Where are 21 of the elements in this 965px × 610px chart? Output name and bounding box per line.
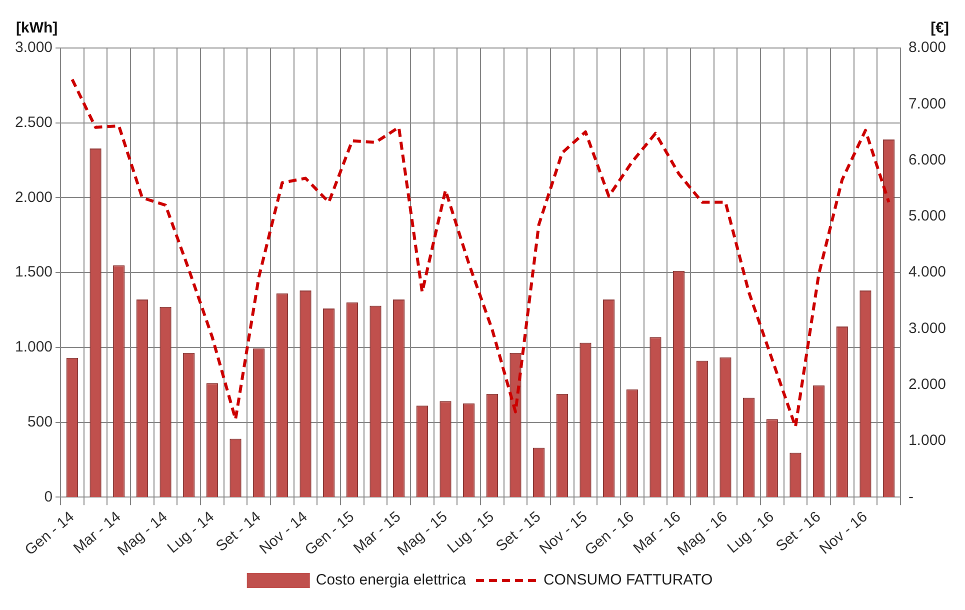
y2-tick-label: 4.000	[908, 264, 946, 281]
y2-tick-label: 1.000	[908, 432, 946, 450]
y2-axis-title: [€]	[930, 20, 949, 37]
y-tick-label: 2.500	[14, 114, 53, 131]
line-series	[70, 78, 890, 428]
legend-label: CONSUMO FATTURATO	[543, 572, 713, 589]
y-tick-label: 3.000	[14, 39, 53, 56]
y2-tick-label: 8.000	[908, 39, 946, 56]
y-axis-title: [kWh]	[16, 20, 58, 37]
legend-label: Costo energia elettrica	[316, 572, 467, 589]
y2-tick-label: 3.000	[908, 320, 946, 337]
y-tick-label: 500	[28, 413, 53, 430]
y2-tick-label: 2.000	[908, 376, 946, 394]
y-tick-label: 1.000	[14, 338, 53, 356]
y2-tick-label: 5.000	[908, 208, 946, 225]
y2-tick-label: 7.000	[908, 95, 946, 112]
y2-tick-label: 6.000	[908, 151, 946, 168]
y-tick-label: 2.000	[14, 188, 53, 206]
y2-tick-label: -	[908, 488, 914, 506]
y-tick-label: 1.500	[14, 264, 53, 281]
y-tick-label: 0	[44, 488, 53, 506]
